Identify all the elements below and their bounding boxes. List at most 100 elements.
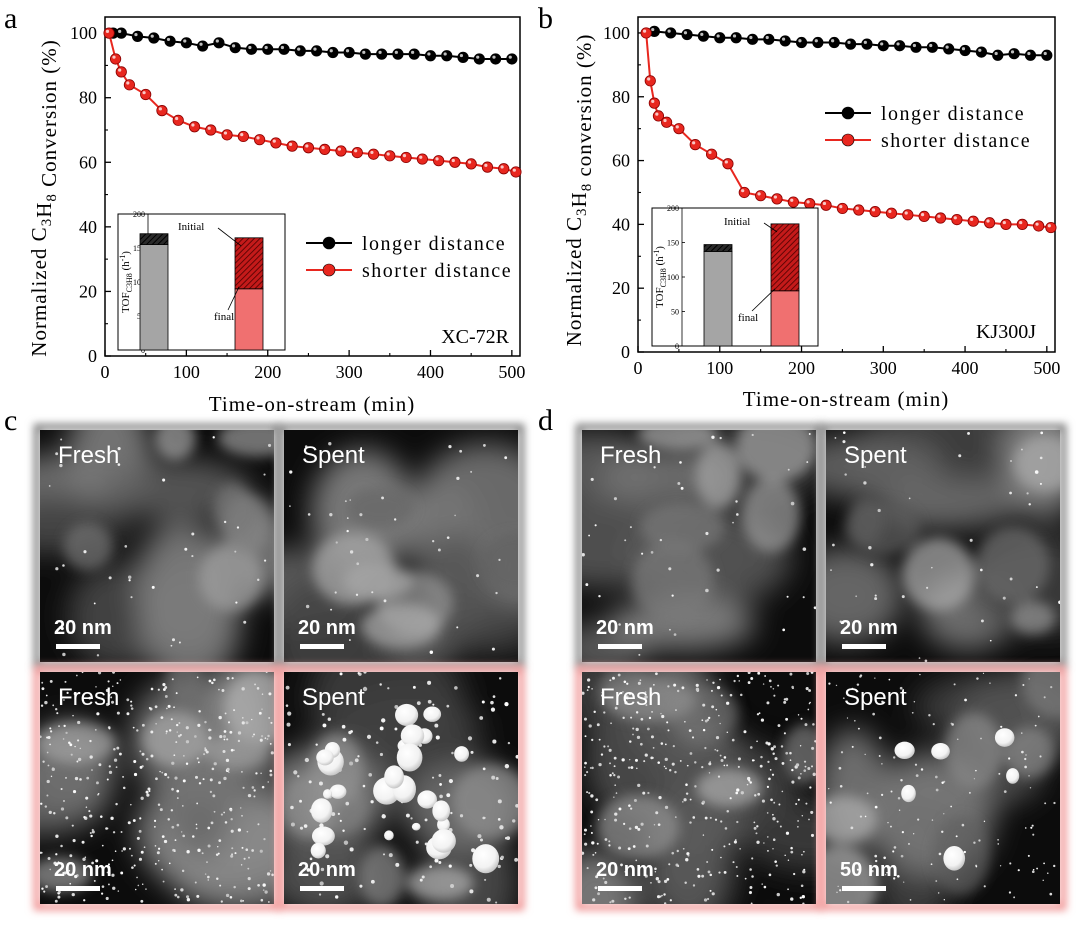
- y-tick-label: 60: [612, 151, 630, 171]
- point-highlight: [781, 37, 786, 41]
- point-highlight: [112, 55, 116, 59]
- data-point: [164, 35, 176, 47]
- data-point: [804, 198, 816, 210]
- data-point: [975, 46, 988, 58]
- series-shorter-distance: [640, 27, 1057, 234]
- point-highlight: [675, 125, 679, 129]
- series-longer-distance: [648, 25, 1053, 61]
- point-highlight: [297, 47, 301, 51]
- point-highlight: [402, 154, 407, 158]
- point-highlight: [166, 37, 171, 42]
- data-point: [820, 199, 832, 211]
- legend-swatch-marker: [322, 236, 336, 250]
- data-point: [1016, 218, 1028, 230]
- data-point: [828, 36, 840, 49]
- data-point: [123, 79, 136, 91]
- data-point: [902, 209, 914, 221]
- large-particle: [316, 749, 334, 766]
- large-particle: [943, 845, 966, 871]
- panel-letter: b: [538, 2, 553, 35]
- data-point: [640, 27, 652, 39]
- point-highlight: [961, 47, 966, 51]
- point-highlight: [986, 219, 990, 223]
- scale-bar: [300, 886, 344, 891]
- inset-tick-label: 200: [133, 210, 145, 219]
- nanoparticles: [582, 433, 816, 656]
- micrograph-label: Fresh: [600, 684, 661, 711]
- point-highlight: [354, 149, 358, 153]
- point-highlight: [904, 211, 908, 215]
- data-point: [498, 163, 510, 175]
- point-highlight: [345, 49, 350, 53]
- data-point: [103, 27, 115, 39]
- inset-tick-label: 150: [133, 244, 145, 253]
- data-point: [869, 206, 881, 218]
- bar-initial-segment: [234, 237, 264, 290]
- data-point: [885, 207, 898, 219]
- point-highlight: [512, 168, 516, 172]
- large-particle: [432, 800, 451, 822]
- large-particle: [329, 784, 347, 799]
- data-point: [457, 51, 469, 63]
- data-point: [270, 137, 282, 149]
- data-point: [787, 196, 799, 208]
- micrograph-fresh-1: Fresh 20 nm: [575, 423, 823, 669]
- large-particle: [994, 728, 1015, 747]
- inset-tick-label: 100: [667, 273, 679, 282]
- point-highlight: [831, 39, 835, 43]
- point-highlight: [765, 35, 769, 40]
- legend-swatch-marker: [841, 133, 855, 147]
- bar-final-segment: [234, 288, 264, 351]
- image-frame-glow: [575, 423, 823, 669]
- stem-image: [582, 430, 816, 662]
- scale-bar: [842, 886, 886, 891]
- x-tick-label: 300: [870, 358, 897, 378]
- large-particle: [311, 826, 335, 846]
- point-highlight: [215, 39, 219, 43]
- point-highlight: [888, 209, 892, 214]
- data-point: [367, 148, 380, 160]
- data-point: [983, 217, 996, 229]
- data-point: [294, 45, 306, 57]
- data-point: [441, 50, 453, 62]
- data-point: [697, 30, 710, 42]
- x-tick-label: 400: [952, 358, 979, 378]
- image-frame-glow: [819, 665, 1067, 911]
- inset-tick-label: 100: [133, 278, 145, 287]
- data-point: [221, 129, 233, 141]
- data-point: [376, 48, 388, 60]
- point-highlight: [647, 77, 651, 81]
- sample-label: XC-72R: [441, 326, 509, 348]
- point-highlight: [855, 206, 859, 210]
- y-axis-label: Normalized C3H8 Conversion (%): [27, 39, 61, 356]
- data-point: [1008, 48, 1020, 60]
- y-tick-label: 40: [612, 214, 630, 234]
- point-highlight: [280, 45, 285, 50]
- micrograph-label: Spent: [844, 442, 907, 469]
- scale-bar: [300, 644, 344, 649]
- large-particle: [395, 703, 419, 726]
- point-highlight: [920, 213, 925, 217]
- scale-bar: [56, 886, 100, 891]
- point-highlight: [692, 141, 696, 145]
- point-highlight: [175, 116, 179, 121]
- x-tick-label: 400: [417, 362, 444, 382]
- y-tick-label: 0: [88, 346, 97, 366]
- large-particle: [1006, 768, 1020, 784]
- point-highlight: [386, 152, 390, 156]
- point-highlight: [467, 160, 472, 164]
- legend-label: longer distance: [881, 103, 1025, 125]
- data-point: [951, 213, 963, 226]
- data-point: [433, 155, 445, 167]
- point-highlight: [1047, 224, 1051, 228]
- inset-bar-1: [139, 233, 169, 351]
- data-point: [689, 139, 701, 151]
- scale-bar-label: 20 nm: [298, 859, 356, 881]
- panel-letter: a: [4, 2, 17, 35]
- data-point: [934, 212, 947, 224]
- point-highlight: [945, 45, 949, 49]
- data-point: [262, 43, 274, 55]
- point-highlight: [150, 34, 154, 38]
- data-point: [661, 116, 673, 128]
